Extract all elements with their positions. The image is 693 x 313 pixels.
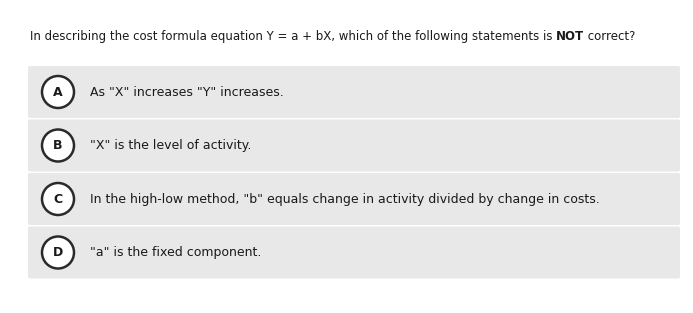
Text: In the high-low method, "b" equals change in activity divided by change in costs: In the high-low method, "b" equals chang… [90, 192, 599, 206]
FancyBboxPatch shape [28, 66, 680, 118]
Text: C: C [53, 192, 62, 206]
Text: As "X" increases "Y" increases.: As "X" increases "Y" increases. [90, 85, 283, 99]
Text: A: A [53, 85, 63, 99]
Text: "a" is the fixed component.: "a" is the fixed component. [90, 246, 261, 259]
Text: D: D [53, 246, 63, 259]
Circle shape [42, 76, 74, 108]
FancyBboxPatch shape [28, 120, 680, 172]
Circle shape [42, 130, 74, 162]
Text: correct?: correct? [584, 30, 635, 43]
Text: B: B [53, 139, 63, 152]
Text: "X" is the level of activity.: "X" is the level of activity. [90, 139, 252, 152]
Text: NOT: NOT [556, 30, 584, 43]
Text: In describing the cost formula equation Y = a + bX, which of the following state: In describing the cost formula equation … [30, 30, 556, 43]
FancyBboxPatch shape [28, 227, 680, 279]
Circle shape [42, 183, 74, 215]
Circle shape [42, 237, 74, 269]
FancyBboxPatch shape [28, 173, 680, 225]
